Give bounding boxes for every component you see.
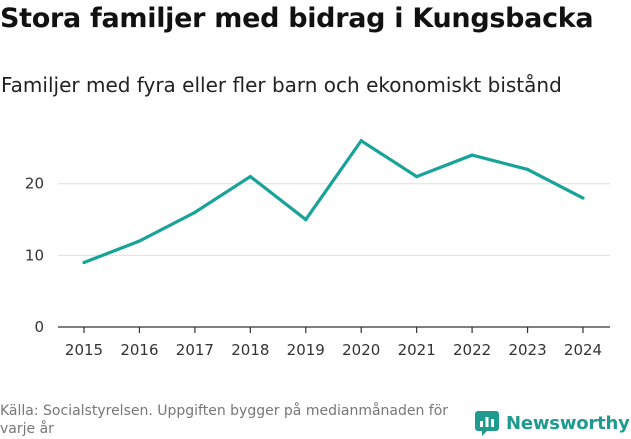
y-tick-label: 10 bbox=[25, 246, 44, 264]
x-tick-label: 2024 bbox=[564, 341, 602, 359]
x-tick-label: 2021 bbox=[398, 341, 436, 359]
newsworthy-logo[interactable]: Newsworthy bbox=[475, 408, 630, 438]
y-tick-label: 20 bbox=[25, 175, 44, 193]
x-tick-label: 2017 bbox=[176, 341, 214, 359]
data-point bbox=[415, 174, 419, 179]
data-point bbox=[304, 217, 308, 222]
x-tick-label: 2016 bbox=[120, 341, 158, 359]
line-chart: 0 10 20 2015 2016 2017 2018 2019 2020 2021 2022 202… bbox=[25, 138, 610, 359]
data-point bbox=[193, 210, 197, 214]
x-tick-label: 2022 bbox=[453, 341, 491, 359]
data-point bbox=[137, 239, 142, 243]
x-tick-label: 2018 bbox=[231, 341, 269, 359]
data-point bbox=[248, 174, 252, 179]
chart-title: Stora familjer med bidrag i Kungsbacka bbox=[0, 3, 594, 34]
y-tick-label: 0 bbox=[34, 318, 44, 336]
x-tick-label: 2020 bbox=[342, 341, 380, 359]
chart-subtitle: Familjer med fyra eller fler barn och ek… bbox=[1, 73, 562, 97]
x-tick-label: 2023 bbox=[508, 341, 546, 359]
data-point bbox=[82, 260, 86, 265]
data-point bbox=[359, 139, 363, 143]
data-point bbox=[581, 196, 585, 200]
brand-name: Newsworthy bbox=[506, 412, 630, 434]
data-point bbox=[470, 153, 474, 157]
x-tick-label: 2019 bbox=[287, 341, 325, 359]
source-note: Källa: Socialstyrelsen. Uppgiften bygger… bbox=[0, 403, 449, 437]
series-line bbox=[83, 138, 584, 265]
data-point bbox=[525, 167, 530, 171]
bar-chart-icon bbox=[475, 411, 499, 436]
x-tick-label: 2015 bbox=[65, 341, 103, 359]
